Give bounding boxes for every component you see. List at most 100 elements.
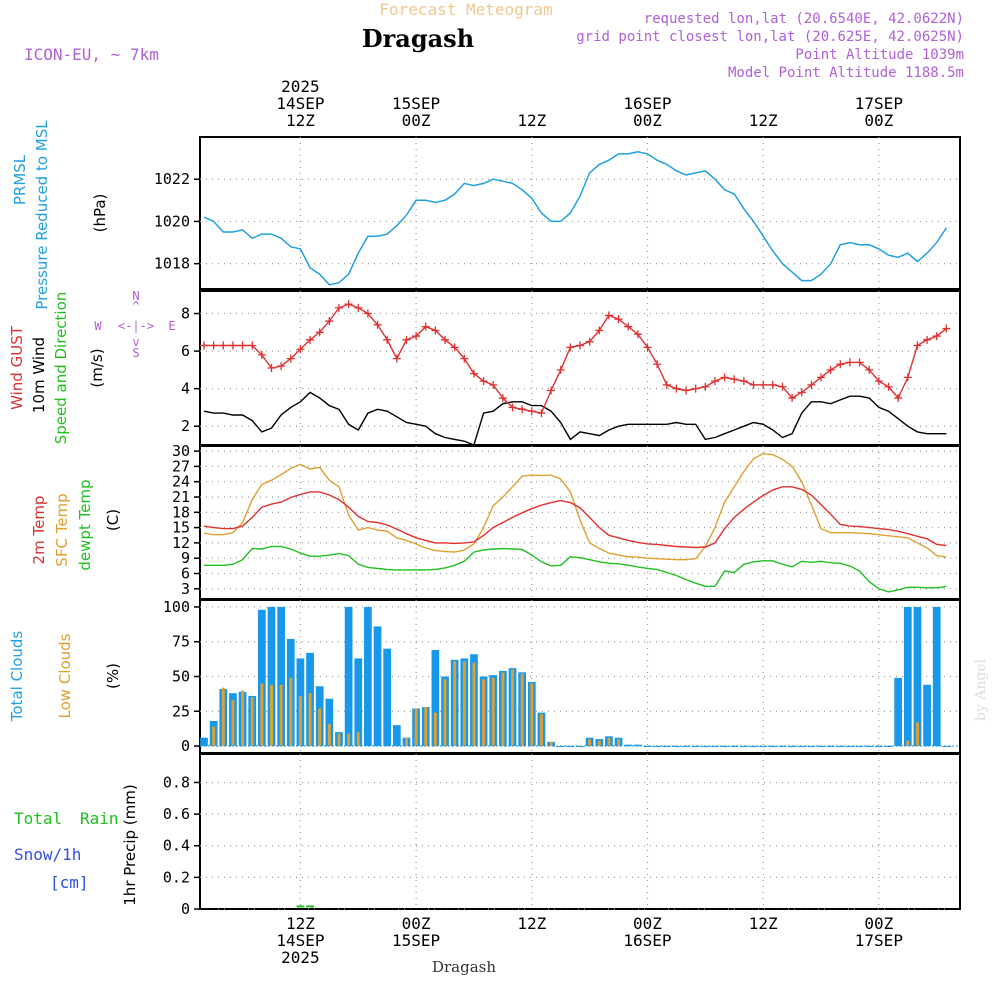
total-cloud-bar [759,746,768,748]
gust-point [354,303,363,312]
low-cloud-bar [212,726,216,747]
gust-point [576,341,584,350]
pressure-frame [199,136,961,290]
gust-point [865,365,874,374]
low-cloud-bar [462,661,466,747]
total-cloud-bar [267,606,276,747]
gust-point [402,335,411,344]
total-cloud-bar [392,725,401,747]
pressure-panel: PRMSL Pressure Reduced to MSL (hPa) 1018… [11,120,961,310]
gust-point [547,386,556,395]
y-tick-label: 75 [172,633,190,651]
gust-point [942,324,951,333]
total-cloud-bar [624,744,633,747]
total-cloud-bar [364,606,372,747]
gust-point [315,328,324,337]
gust-point [489,380,498,389]
low-cloud-bar [501,672,505,747]
clouds-low-label: Low Clouds [56,633,74,718]
model-altitude: Model Point Altitude 1188.5m [728,65,964,81]
total-cloud-bar [875,746,883,748]
gust-point [450,343,459,352]
low-cloud-bar [279,684,283,747]
point-altitude: Point Altitude 1039m [795,47,964,63]
total-cloud-bar [826,746,835,748]
bottom-tick-label: 12Z [286,914,315,933]
gust-point [286,354,295,363]
top-tick-label: 12Z [286,111,315,130]
top-tick-label: 17SEP [855,94,903,113]
low-cloud-bar [530,683,534,747]
pressure-line [203,151,948,286]
t2m-line [203,486,947,549]
low-cloud-bar [356,732,360,747]
bottom-tick-label: 00Z [633,914,662,933]
total-cloud-bar [383,648,392,747]
total-cloud-bar [431,650,440,747]
total-cloud-bar [740,746,748,748]
gust-point [585,337,594,346]
top-tick-label: 2025 [281,77,320,96]
temp-sfc-label: SFC Temp [53,493,71,566]
top-tick-label: 12Z [517,111,546,130]
gust-point [267,364,276,372]
gust-point [479,377,488,386]
y-tick-label: 0 [181,900,190,918]
total-cloud-bar [730,746,739,748]
gust-point [219,341,228,350]
svg-text:W: W [94,319,102,333]
low-cloud-bar [347,733,351,747]
low-cloud-bar [231,700,235,747]
wind-gust-label: Wind GUST [8,325,26,410]
low-cloud-bar [289,677,293,747]
total-cloud-bar [913,606,922,747]
y-tick-label: 2 [181,417,190,435]
y-tick-label: 1022 [154,170,190,188]
gust-point [518,405,527,414]
low-cloud-bar [308,693,312,747]
total-cloud-bar [373,626,382,747]
gust-point [884,382,893,391]
gust-point [460,354,469,363]
total-cloud-bar [682,746,690,748]
low-cloud-bar [588,739,592,747]
gust-point [277,362,286,371]
model-label: ICON-EU, ~ 7km [24,45,159,64]
y-tick-label: 30 [172,442,190,460]
gust-point [701,382,710,391]
total-cloud-bar [894,677,903,747]
total-cloud-bar [662,746,671,748]
svg-text:<-|->: <-|-> [118,319,154,333]
low-cloud-bar [270,684,273,747]
gust-point [325,317,334,326]
bottom-tick-label: 15SEP [392,931,440,950]
gust-point [768,380,777,389]
gust-point [469,369,478,378]
total-cloud-bar [257,609,266,747]
gust-point [566,343,575,352]
gust-point [710,377,719,386]
low-cloud-bar [539,714,543,747]
bottom-tick-label: 12Z [517,914,546,933]
gust-point [778,382,787,391]
gust-point [653,360,662,369]
y-tick-label: 21 [172,488,190,506]
gust-point [556,365,565,374]
total-cloud-bar [807,746,816,748]
pressure-unit: (hPa) [91,194,109,233]
y-tick-label: 50 [172,668,190,686]
gust-point [392,354,401,363]
precip-frame [199,753,961,910]
gust-point [537,409,546,418]
svg-text:^: ^ [132,299,139,313]
gust-point [923,335,932,344]
gust-point [826,365,835,374]
low-cloud-bar [453,661,457,747]
gust-point [932,332,941,341]
gust-point [807,380,816,389]
gust-point [855,358,864,367]
low-cloud-bar [424,707,428,747]
rain-bar [306,905,314,908]
